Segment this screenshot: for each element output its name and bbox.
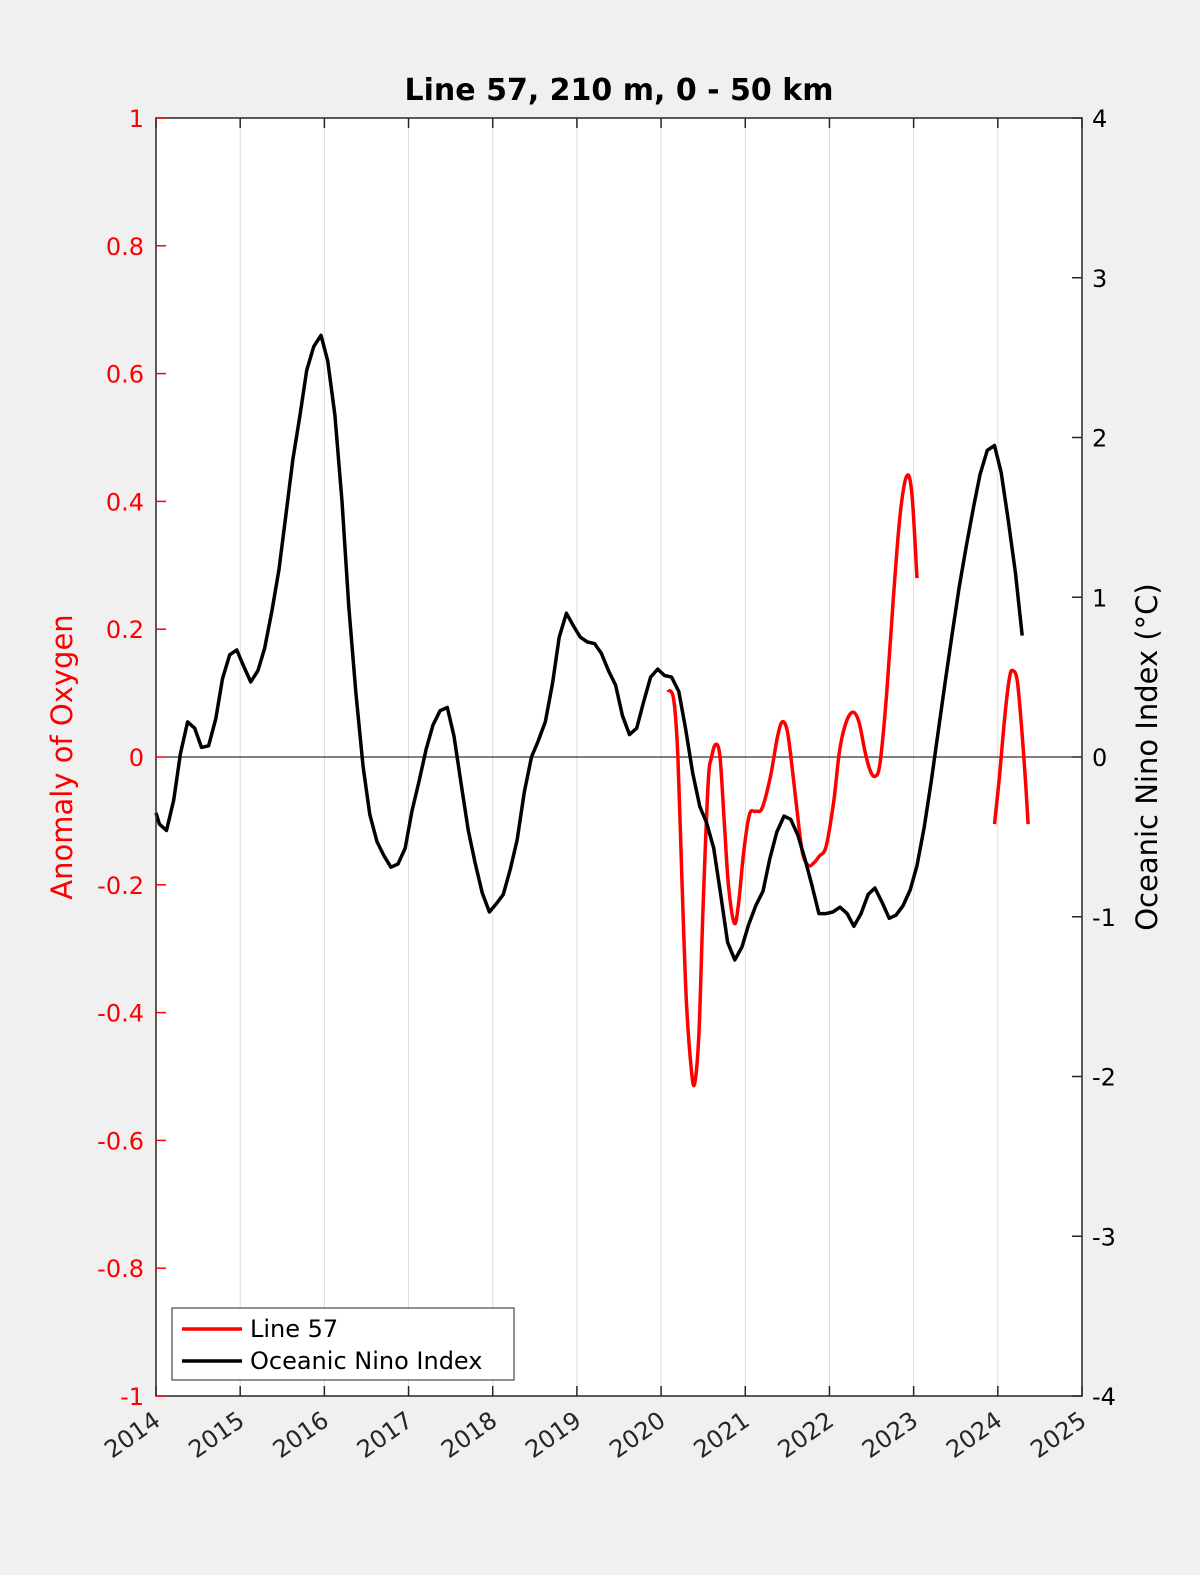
y-tick-label: -0.4 <box>97 1000 144 1028</box>
y2-tick-label: 1 <box>1092 584 1107 612</box>
y2-tick-label: 4 <box>1092 105 1107 133</box>
y2-tick-label: -4 <box>1092 1383 1116 1411</box>
right-axis-label: Oceanic Nino Index (°C) <box>1130 583 1164 931</box>
chart-title: Line 57, 210 m, 0 - 50 km <box>405 73 834 108</box>
series-layer <box>154 333 1030 1088</box>
y-tick-label: 0.8 <box>106 233 144 261</box>
y-tick-label: -1 <box>120 1383 144 1411</box>
y-tick-label: 0.2 <box>106 616 144 644</box>
legend: Line 57 Oceanic Nino Index <box>171 1307 515 1381</box>
y-tick-label: -0.8 <box>97 1255 144 1283</box>
y2-tick-label: -2 <box>1092 1064 1116 1092</box>
y-tick-label: 0.4 <box>106 488 144 516</box>
y-tick-label: 0.6 <box>106 361 144 389</box>
y-tick-label: 1 <box>129 105 144 133</box>
series-oceanic-nino-index <box>154 333 1024 962</box>
series-line-57-segment-1 <box>992 668 1030 825</box>
y2-tick-label: 2 <box>1092 425 1107 453</box>
y2-tick-label: 3 <box>1092 265 1107 293</box>
y2-tick-label: -1 <box>1092 904 1116 932</box>
legend-label-oni: Oceanic Nino Index <box>250 1347 482 1375</box>
y2-tick-label: 0 <box>1092 744 1107 772</box>
legend-label-line-57: Line 57 <box>250 1315 338 1343</box>
series-line-57-segment-0 <box>666 473 919 1088</box>
y-tick-label: -0.6 <box>97 1127 144 1155</box>
legend-box <box>171 1307 515 1381</box>
left-axis-label: Anomaly of Oxygen <box>45 614 79 899</box>
y-tick-label: -0.2 <box>97 872 144 900</box>
y-tick-label: 0 <box>129 744 144 772</box>
y2-tick-label: -3 <box>1092 1223 1116 1251</box>
